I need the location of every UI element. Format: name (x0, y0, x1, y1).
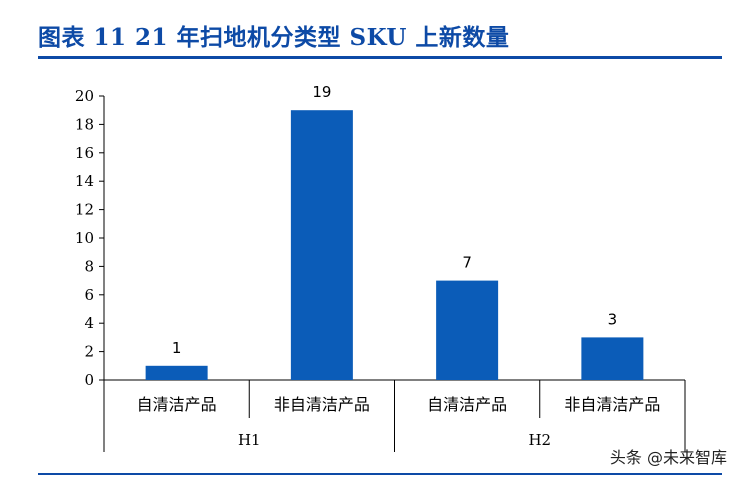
y-tick-label: 4 (84, 314, 94, 332)
y-tick-label: 2 (84, 343, 94, 361)
y-tick-label: 6 (84, 286, 94, 304)
data-label: 7 (462, 254, 472, 272)
y-tick-label: 12 (75, 201, 94, 219)
figure-title: 图表 11 21 年扫地机分类型 SKU 上新数量 (38, 24, 510, 51)
bar (290, 110, 353, 380)
bar (581, 337, 644, 380)
bar (145, 365, 208, 380)
y-tick-label: 18 (75, 115, 94, 133)
watermark: 头条 @未来智库 (609, 448, 727, 467)
y-tick-label: 0 (84, 371, 94, 389)
title-rule (38, 56, 722, 59)
y-tick-label: 20 (75, 87, 94, 105)
footer-rule (38, 473, 722, 475)
y-tick-label: 16 (75, 144, 94, 162)
group-label: H1 (238, 431, 261, 449)
y-tick-label: 10 (75, 229, 94, 247)
x-tick-label: 非自清洁产品 (274, 395, 370, 414)
group-label: H2 (528, 431, 551, 449)
data-label: 3 (608, 310, 618, 328)
data-label: 1 (172, 339, 182, 357)
x-tick-label: 非自清洁产品 (564, 395, 660, 414)
y-tick-label: 8 (84, 257, 94, 275)
y-tick-label: 14 (75, 172, 94, 190)
x-tick-label: 自清洁产品 (137, 395, 217, 414)
x-tick-label: 自清洁产品 (427, 395, 507, 414)
data-label: 19 (312, 83, 331, 101)
chart-bars (145, 110, 644, 380)
bar (436, 280, 499, 380)
chart-labels: 自清洁产品 非自清洁产品 自清洁产品 非自清洁产品 H1 H2 1 19 7 3 (137, 83, 661, 449)
